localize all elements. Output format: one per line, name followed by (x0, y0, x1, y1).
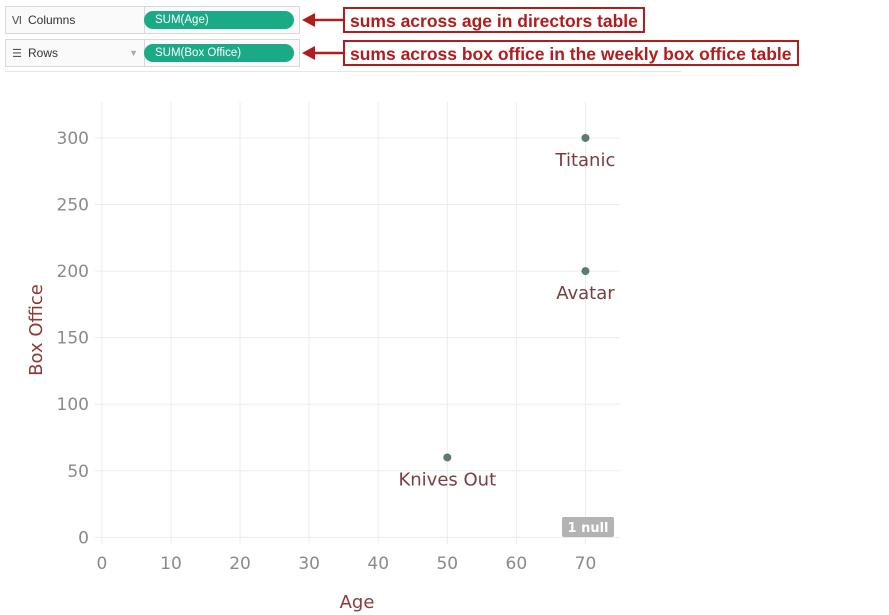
data-point[interactable] (581, 133, 590, 142)
arrow-left-icon (302, 13, 344, 27)
rows-annotation: sums across box office in the weekly box… (343, 40, 799, 66)
y-tick-label: 100 (57, 395, 89, 415)
null-indicator[interactable]: 1 null (562, 517, 614, 537)
point-labels: Titanic Avatar Knives Out (398, 150, 615, 491)
y-axis-ticks: 0 50 100 150 200 250 300 (57, 129, 89, 548)
x-tick-label: 60 (506, 554, 528, 574)
y-tick-label: 300 (57, 129, 89, 149)
point-label: Titanic (555, 150, 616, 171)
data-point[interactable] (443, 453, 452, 462)
null-indicator-text: 1 null (568, 521, 609, 536)
y-tick-label: 50 (67, 462, 89, 482)
scatter-chart: 0 50 100 150 200 250 300 0 10 20 30 40 50 60 70 Titan… (26, 102, 620, 613)
x-tick-label: 10 (160, 554, 182, 574)
rows-shelf-label: ☰ Rows ▼ (10, 40, 145, 66)
point-label: Knives Out (398, 469, 496, 490)
y-tick-label: 250 (57, 196, 89, 216)
x-tick-label: 70 (575, 554, 597, 574)
sum-box-office-pill[interactable]: SUM(Box Office) (144, 44, 294, 62)
columns-shelf[interactable]: Ⅵ Columns SUM(Age) (5, 6, 300, 34)
x-tick-label: 40 (367, 554, 389, 574)
x-tick-label: 50 (436, 554, 458, 574)
x-tick-label: 30 (298, 554, 320, 574)
y-tick-label: 150 (57, 329, 89, 349)
chart-grid (95, 102, 620, 544)
point-label: Avatar (556, 283, 615, 304)
y-tick-label: 0 (78, 528, 89, 548)
columns-annotation: sums across age in directors table (343, 7, 645, 33)
shelf-divider (5, 71, 681, 72)
data-point[interactable] (581, 267, 590, 276)
x-tick-label: 20 (229, 554, 251, 574)
chevron-down-icon[interactable]: ▼ (129, 48, 138, 58)
rows-icon: ☰ (12, 48, 22, 60)
x-axis-title: Age (340, 592, 375, 613)
y-axis-title: Box Office (26, 284, 47, 376)
data-points (443, 133, 590, 462)
x-tick-label: 0 (96, 554, 107, 574)
rows-shelf[interactable]: ☰ Rows ▼ SUM(Box Office) (5, 39, 300, 67)
arrow-left-icon (302, 46, 344, 60)
x-axis-ticks: 0 10 20 30 40 50 60 70 (96, 554, 596, 574)
columns-icon: Ⅵ (11, 15, 23, 27)
sum-age-pill[interactable]: SUM(Age) (144, 11, 294, 29)
columns-shelf-label: Ⅵ Columns (10, 7, 145, 33)
y-tick-label: 200 (57, 262, 89, 282)
